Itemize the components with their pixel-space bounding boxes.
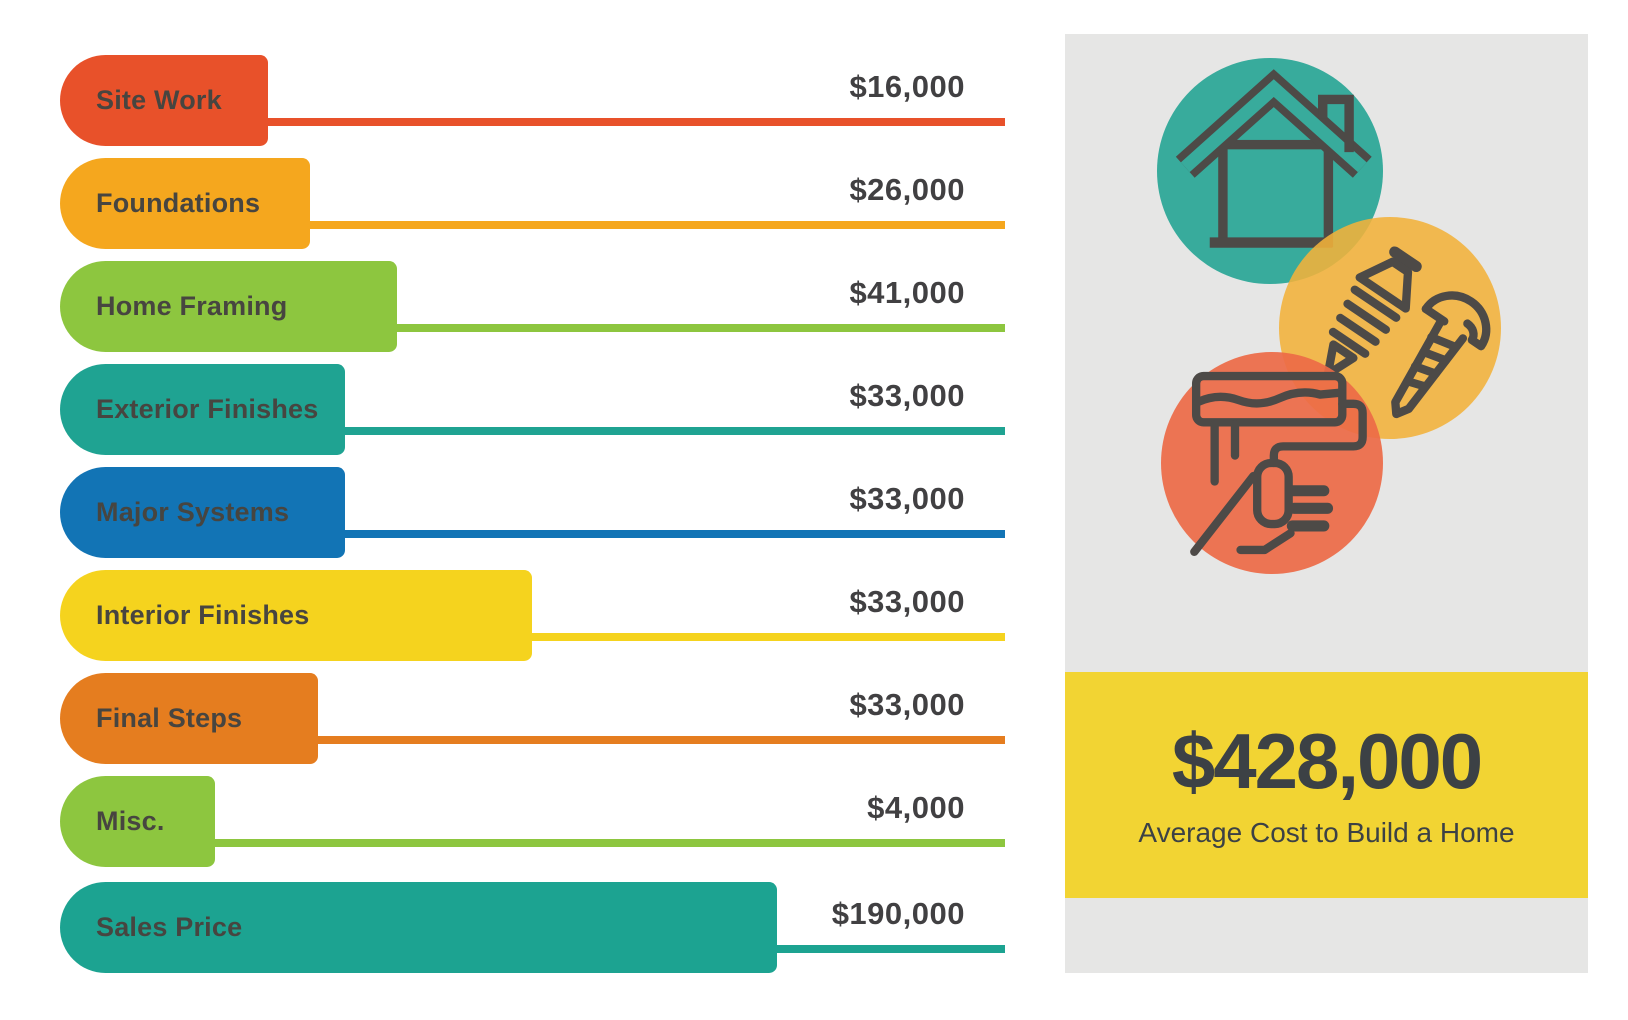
- category-bar: Interior Finishes: [60, 570, 532, 661]
- category-bar: Exterior Finishes: [60, 364, 345, 455]
- house-icon: [1175, 69, 1372, 248]
- chart-row-foundations: Foundations $26,000: [60, 158, 1005, 249]
- average-cost-amount: $428,000: [1171, 717, 1483, 806]
- roller-circle: [1161, 352, 1383, 574]
- value-label: $26,000: [849, 172, 965, 207]
- leader-line: [773, 945, 1005, 953]
- chart-row-sales-price: Sales Price $190,000: [60, 882, 1005, 973]
- value-label: $41,000: [849, 275, 965, 310]
- category-bar: Sales Price: [60, 882, 777, 973]
- leader-line: [393, 324, 1005, 332]
- leader-line: [314, 736, 1005, 744]
- average-cost-card: $428,000 Average Cost to Build a Home: [1065, 672, 1588, 898]
- category-bar: Misc.: [60, 776, 215, 867]
- cost-bar-chart: Site Work $16,000 Foundations $26,000 Ho…: [60, 55, 1005, 975]
- value-label: $33,000: [849, 584, 965, 619]
- category-bar: Site Work: [60, 55, 268, 146]
- category-label: Misc.: [96, 806, 165, 836]
- category-label: Home Framing: [96, 291, 288, 321]
- screws-icon: [1323, 246, 1491, 419]
- chart-row-major-systems: Major Systems $33,000: [60, 467, 1005, 558]
- category-label: Final Steps: [96, 703, 243, 733]
- chart-row-misc: Misc. $4,000: [60, 776, 1005, 867]
- chart-row-home-framing: Home Framing $41,000: [60, 261, 1005, 352]
- category-label: Interior Finishes: [96, 600, 310, 630]
- house-circle: [1157, 58, 1383, 284]
- value-label: $33,000: [849, 687, 965, 722]
- leader-line: [341, 427, 1005, 435]
- category-label: Sales Price: [96, 912, 243, 942]
- value-label: $33,000: [849, 481, 965, 516]
- chart-row-final-steps: Final Steps $33,000: [60, 673, 1005, 764]
- category-label: Major Systems: [96, 497, 290, 527]
- category-label: Site Work: [96, 85, 222, 115]
- chart-row-exterior-finishes: Exterior Finishes $33,000: [60, 364, 1005, 455]
- chart-row-interior-finishes: Interior Finishes $33,000: [60, 570, 1005, 661]
- category-label: Exterior Finishes: [96, 394, 319, 424]
- average-cost-caption: Average Cost to Build a Home: [1138, 816, 1515, 848]
- leader-line: [264, 118, 1005, 126]
- category-bar: Major Systems: [60, 467, 345, 558]
- category-bar: Foundations: [60, 158, 310, 249]
- leader-line: [528, 633, 1005, 641]
- leader-line: [306, 221, 1005, 229]
- value-label: $33,000: [849, 378, 965, 413]
- chart-row-site-work: Site Work $16,000: [60, 55, 1005, 146]
- paint-roller-icon: [1190, 371, 1367, 556]
- leader-line: [341, 530, 1005, 538]
- value-label: $16,000: [849, 69, 965, 104]
- category-bar: Home Framing: [60, 261, 397, 352]
- value-label: $4,000: [867, 790, 965, 825]
- summary-panel: $428,000 Average Cost to Build a Home: [1065, 34, 1588, 973]
- category-label: Foundations: [96, 188, 261, 218]
- category-bar: Final Steps: [60, 673, 318, 764]
- leader-line: [211, 839, 1005, 847]
- value-label: $190,000: [831, 896, 965, 931]
